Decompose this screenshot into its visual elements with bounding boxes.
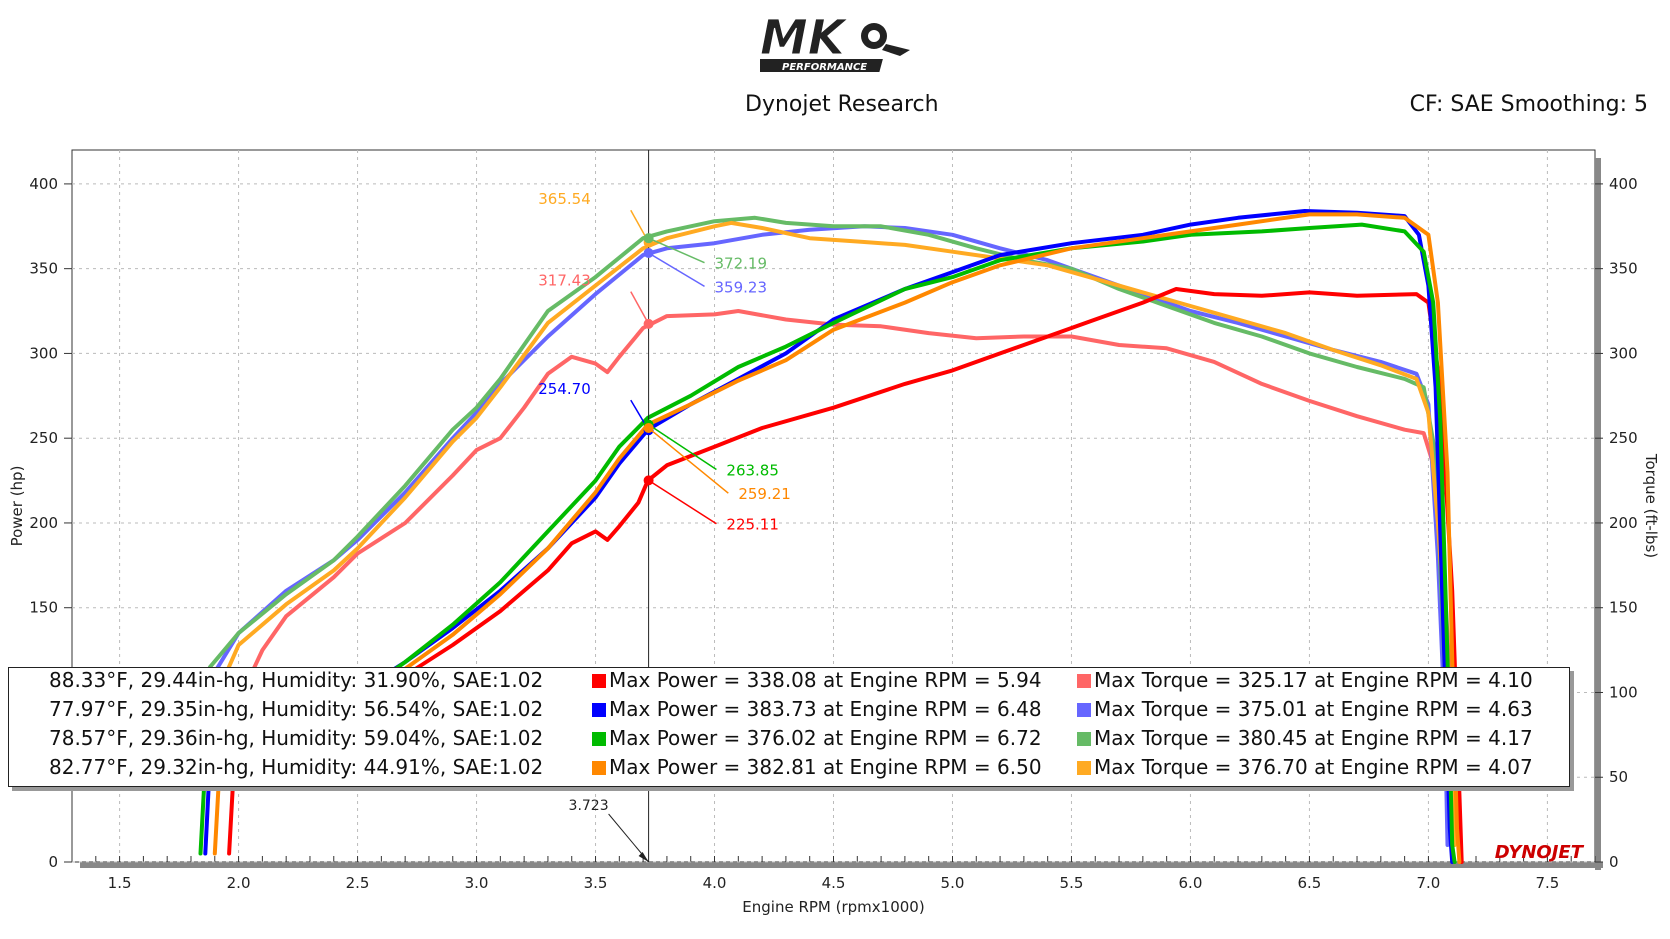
marker-label: 372.19 <box>715 255 768 273</box>
x-axis-label: Engine RPM (rpmx1000) <box>742 898 924 916</box>
marker-point <box>643 475 654 486</box>
cursor-label: 3.723 <box>569 798 609 814</box>
power-1-line <box>227 287 1464 864</box>
logo-text: MK <box>760 10 849 66</box>
legend-max-power: Max Power = 382.81 at Engine RPM = 6.50 <box>609 755 1042 779</box>
legend-conditions: 78.57°F, 29.36in-hg, Humidity: 59.04%, S… <box>49 726 544 750</box>
y2-tick-label: 300 <box>1609 344 1638 362</box>
y-tick-label: 200 <box>29 514 58 532</box>
marker-label: 263.85 <box>726 461 779 479</box>
x-tick-label: 7.0 <box>1416 874 1440 892</box>
torque-swatch <box>1077 703 1091 717</box>
marker-label: 317.43 <box>538 272 591 290</box>
cursor-arrow <box>638 852 649 862</box>
plot-shadow <box>80 862 1603 868</box>
torque-swatch <box>1077 674 1091 688</box>
x-tick-label: 2.5 <box>346 874 370 892</box>
torque-1-line <box>236 309 1459 831</box>
legend-conditions: 77.97°F, 29.35in-hg, Humidity: 56.54%, S… <box>49 697 544 721</box>
y2-axis-label: Torque (ft-lbs) <box>1642 453 1660 558</box>
y2-tick-label: 250 <box>1609 429 1638 447</box>
legend-max-power: Max Power = 376.02 at Engine RPM = 6.72 <box>609 726 1042 750</box>
y-tick-label: 300 <box>29 344 58 362</box>
torque-swatch <box>1077 732 1091 746</box>
x-tick-label: 6.0 <box>1179 874 1203 892</box>
x-tick-label: 3.5 <box>584 874 608 892</box>
dynojet-brand: DYNOJET <box>1495 842 1585 863</box>
marker-leader <box>630 291 650 325</box>
y2-tick-label: 200 <box>1609 514 1638 532</box>
legend-conditions: 88.33°F, 29.44in-hg, Humidity: 31.90%, S… <box>49 668 544 692</box>
x-tick-label: 4.0 <box>703 874 727 892</box>
marker-label: 254.70 <box>538 380 591 398</box>
y-tick-label: 0 <box>48 853 58 871</box>
legend-max-torque: Max Torque = 325.17 at Engine RPM = 4.10 <box>1094 668 1533 692</box>
y2-tick-label: 150 <box>1609 599 1638 617</box>
y2-tick-label: 400 <box>1609 175 1638 193</box>
marker-label: 259.21 <box>738 485 791 503</box>
torque-4-line <box>208 220 1457 847</box>
marker-leader <box>648 479 717 525</box>
x-tick-label: 3.0 <box>465 874 489 892</box>
legend-max-torque: Max Torque = 380.45 at Engine RPM = 4.17 <box>1094 726 1533 750</box>
y-tick-label: 150 <box>29 599 58 617</box>
marker-label: 225.11 <box>726 516 779 534</box>
legend-max-power: Max Power = 338.08 at Engine RPM = 5.94 <box>609 668 1042 692</box>
x-tick-label: 7.5 <box>1535 874 1559 892</box>
marker-leader <box>648 252 705 288</box>
marker-leader <box>648 424 717 471</box>
marker-leader <box>648 427 729 494</box>
y-axis-label: Power (hp) <box>8 466 26 547</box>
plot-shadow <box>1595 158 1601 870</box>
y2-tick-label: 100 <box>1609 683 1638 701</box>
power-4-line <box>212 212 1462 864</box>
y2-tick-label: 350 <box>1609 260 1638 278</box>
torque-swatch <box>1077 761 1091 775</box>
marker-point <box>643 318 654 329</box>
page-title: Dynojet Research <box>745 92 939 117</box>
mk-performance-logo: MK PERFORMANCE <box>749 10 920 78</box>
legend-max-power: Max Power = 383.73 at Engine RPM = 6.48 <box>609 697 1042 721</box>
torque-3-line <box>198 215 1455 847</box>
power-swatch <box>592 674 606 688</box>
marker-point <box>643 423 654 434</box>
marker-label: 359.23 <box>715 278 768 296</box>
x-tick-label: 1.5 <box>108 874 132 892</box>
x-tick-label: 6.5 <box>1298 874 1322 892</box>
y-tick-label: 250 <box>29 429 58 447</box>
power-swatch <box>592 703 606 717</box>
power-3-line <box>198 222 1457 864</box>
legend-max-torque: Max Torque = 376.70 at Engine RPM = 4.07 <box>1094 755 1533 779</box>
logo-subtext: PERFORMANCE <box>782 62 867 73</box>
x-tick-label: 2.0 <box>227 874 251 892</box>
marker-label: 365.54 <box>538 190 591 208</box>
x-tick-label: 4.5 <box>822 874 846 892</box>
correction-factor-label: CF: SAE Smoothing: 5 <box>1409 92 1648 117</box>
y-tick-label: 350 <box>29 260 58 278</box>
y2-tick-label: 50 <box>1609 768 1628 786</box>
marker-point <box>643 233 654 244</box>
legend-conditions: 82.77°F, 29.32in-hg, Humidity: 44.91%, S… <box>49 755 544 779</box>
legend: 88.33°F, 29.44in-hg, Humidity: 31.90%, S… <box>8 667 1570 787</box>
power-swatch <box>592 732 606 746</box>
y-tick-label: 400 <box>29 175 58 193</box>
x-tick-label: 5.0 <box>941 874 965 892</box>
marker-leader <box>648 237 705 264</box>
legend-max-torque: Max Torque = 375.01 at Engine RPM = 4.63 <box>1094 697 1533 721</box>
y2-tick-label: 0 <box>1609 853 1619 871</box>
power-swatch <box>592 761 606 775</box>
x-tick-label: 5.5 <box>1060 874 1084 892</box>
marker-point <box>643 248 654 259</box>
